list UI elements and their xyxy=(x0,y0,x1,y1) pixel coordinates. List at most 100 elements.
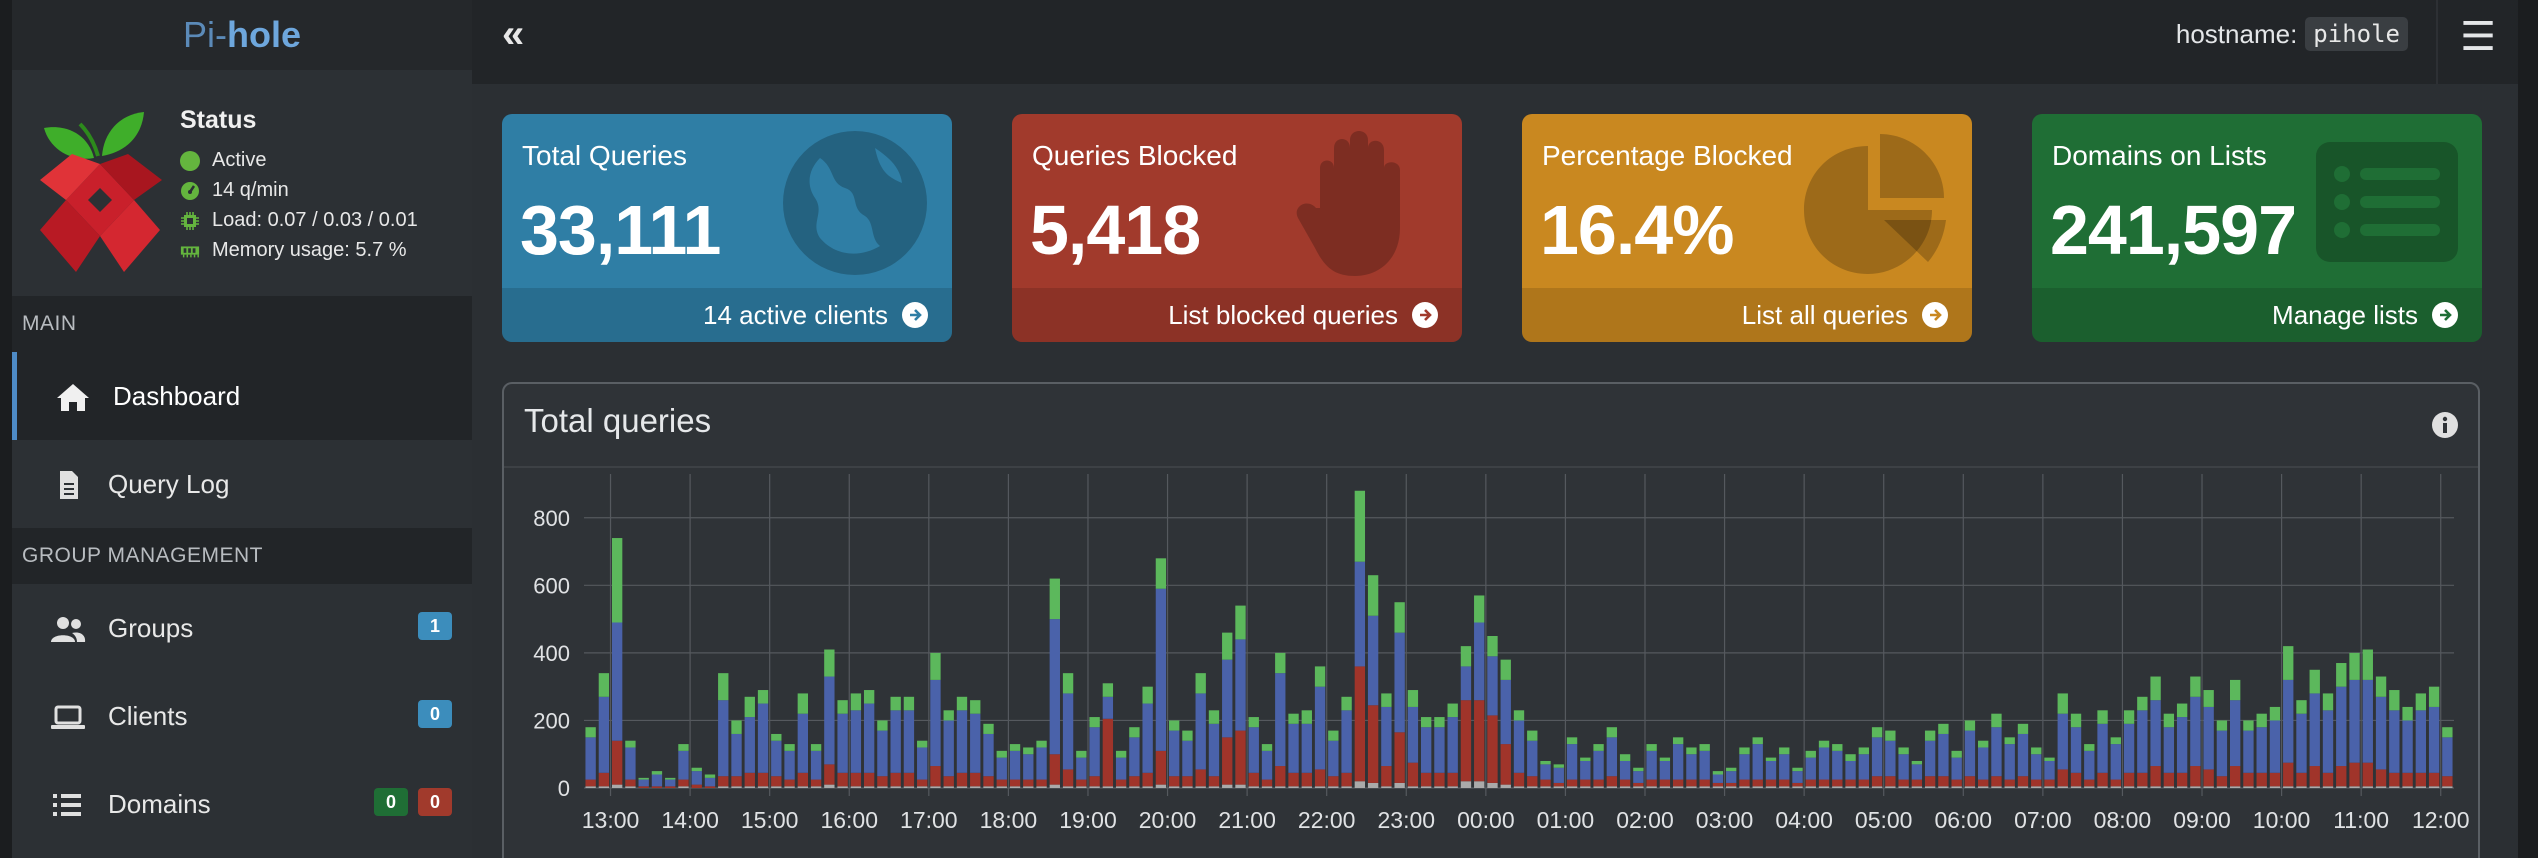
bar-cached[interactable] xyxy=(1739,747,1750,755)
bar-cached[interactable] xyxy=(2150,676,2161,701)
bar-permitted[interactable] xyxy=(2296,713,2307,773)
bar-other[interactable] xyxy=(1036,786,1047,788)
bar-other[interactable] xyxy=(1447,786,1458,788)
bar-permitted[interactable] xyxy=(2110,744,2121,780)
bar-permitted[interactable] xyxy=(1659,760,1671,780)
bar-permitted[interactable] xyxy=(1076,757,1087,780)
bar-cached[interactable] xyxy=(1314,666,1326,687)
bar-blocked[interactable] xyxy=(1487,715,1498,783)
bar-other[interactable] xyxy=(863,786,875,788)
bar-blocked[interactable] xyxy=(1500,744,1511,785)
bar-other[interactable] xyxy=(877,786,888,788)
bar-other[interactable] xyxy=(1580,786,1591,788)
bar-permitted[interactable] xyxy=(943,720,954,777)
bar-blocked[interactable] xyxy=(1354,666,1366,782)
bar-other[interactable] xyxy=(1009,786,1021,788)
bar-blocked[interactable] xyxy=(1182,776,1193,787)
bar-permitted[interactable] xyxy=(1062,693,1074,770)
bar-permitted[interactable] xyxy=(704,777,716,787)
bar-other[interactable] xyxy=(2110,786,2121,788)
bar-blocked[interactable] xyxy=(2309,766,2320,787)
bar-cached[interactable] xyxy=(2283,646,2294,680)
bar-permitted[interactable] xyxy=(956,710,968,773)
bar-other[interactable] xyxy=(757,786,769,788)
bar-blocked[interactable] xyxy=(2415,772,2427,787)
bar-blocked[interactable] xyxy=(2243,772,2254,787)
bar-blocked[interactable] xyxy=(2296,772,2307,787)
bar-permitted[interactable] xyxy=(797,713,809,773)
bar-cached[interactable] xyxy=(1540,760,1551,765)
bar-blocked[interactable] xyxy=(1991,776,2002,787)
bar-cached[interactable] xyxy=(917,740,928,748)
bar-blocked[interactable] xyxy=(1845,779,1856,787)
sidebar-item-domains[interactable]: Domains 0 0 xyxy=(12,760,472,848)
bar-permitted[interactable] xyxy=(2190,696,2201,767)
bar-blocked[interactable] xyxy=(1659,779,1671,787)
bar-blocked[interactable] xyxy=(1911,779,1923,787)
sidebar-item-clients[interactable]: Clients 0 xyxy=(12,672,472,760)
bar-blocked[interactable] xyxy=(1102,718,1114,787)
bar-other[interactable] xyxy=(2017,786,2029,788)
bar-blocked[interactable] xyxy=(2150,766,2161,787)
bar-blocked[interactable] xyxy=(863,772,875,787)
bar-blocked[interactable] xyxy=(2084,779,2095,787)
bar-permitted[interactable] xyxy=(1845,760,1856,780)
bar-cached[interactable] xyxy=(1420,717,1432,728)
bar-other[interactable] xyxy=(2402,786,2413,788)
bar-blocked[interactable] xyxy=(1009,779,1021,787)
bar-cached[interactable] xyxy=(771,733,782,741)
bar-permitted[interactable] xyxy=(1367,615,1379,706)
bar-blocked[interactable] xyxy=(1752,779,1763,787)
bar-cached[interactable] xyxy=(1288,713,1299,724)
bar-other[interactable] xyxy=(1951,786,1962,788)
bar-permitted[interactable] xyxy=(2428,706,2440,773)
bar-cached[interactable] xyxy=(2203,690,2214,707)
bar-cached[interactable] xyxy=(1553,764,1564,768)
bar-other[interactable] xyxy=(2123,786,2135,788)
bar-other[interactable] xyxy=(2243,786,2254,788)
bar-blocked[interactable] xyxy=(665,786,676,788)
bar-cached[interactable] xyxy=(2031,747,2042,755)
bar-other[interactable] xyxy=(2336,786,2347,788)
bar-blocked[interactable] xyxy=(2269,772,2281,787)
bar-permitted[interactable] xyxy=(2309,693,2320,767)
bar-cached[interactable] xyxy=(1275,652,1286,674)
bar-cached[interactable] xyxy=(2349,652,2360,680)
bar-permitted[interactable] xyxy=(1672,744,1684,780)
bar-cached[interactable] xyxy=(943,710,954,721)
bar-cached[interactable] xyxy=(1062,673,1074,694)
bar-other[interactable] xyxy=(1023,786,1034,788)
bar-other[interactable] xyxy=(810,786,822,788)
bar-cached[interactable] xyxy=(1222,632,1233,660)
bar-blocked[interactable] xyxy=(691,784,702,788)
bar-cached[interactable] xyxy=(996,750,1007,758)
bar-cached[interactable] xyxy=(1527,730,1538,741)
bar-cached[interactable] xyxy=(1951,750,1962,758)
bar-other[interactable] xyxy=(1248,786,1259,788)
bar-cached[interactable] xyxy=(2229,679,2241,701)
bar-other[interactable] xyxy=(1752,786,1763,788)
bar-cached[interactable] xyxy=(1619,754,1631,761)
bar-permitted[interactable] xyxy=(1129,737,1140,777)
bar-permitted[interactable] xyxy=(1951,757,1962,780)
bar-blocked[interactable] xyxy=(757,772,769,787)
bar-permitted[interactable] xyxy=(1447,717,1458,773)
bar-cached[interactable] xyxy=(1566,737,1578,745)
bar-other[interactable] xyxy=(1222,784,1233,788)
bar-cached[interactable] xyxy=(1381,693,1392,707)
bar-blocked[interactable] xyxy=(2256,772,2267,787)
bar-other[interactable] xyxy=(1726,786,1737,788)
bar-other[interactable] xyxy=(1169,786,1180,788)
bar-cached[interactable] xyxy=(2137,696,2148,711)
bar-other[interactable] xyxy=(1818,786,1830,788)
bar-other[interactable] xyxy=(1354,781,1366,788)
bar-permitted[interactable] xyxy=(810,750,822,780)
bar-permitted[interactable] xyxy=(1169,730,1180,777)
bar-permitted[interactable] xyxy=(744,717,755,773)
bar-permitted[interactable] xyxy=(598,696,610,773)
bar-blocked[interactable] xyxy=(2176,772,2188,787)
bar-permitted[interactable] xyxy=(996,757,1007,780)
bar-cached[interactable] xyxy=(797,693,809,714)
bar-other[interactable] xyxy=(1314,786,1326,788)
bar-blocked[interactable] xyxy=(1301,772,1312,787)
